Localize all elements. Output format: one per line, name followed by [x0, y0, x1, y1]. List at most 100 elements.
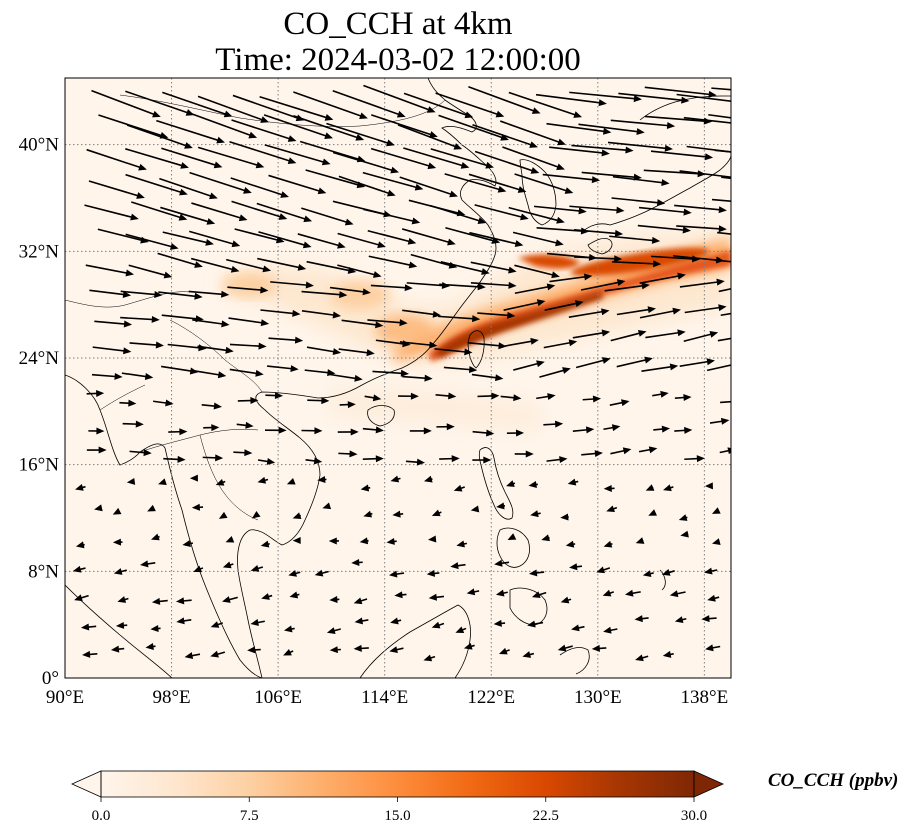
wind-arrow — [709, 417, 730, 425]
wind-arrow — [160, 365, 199, 375]
wind-arrow — [264, 144, 331, 166]
wind-arrow — [283, 648, 294, 656]
wind-arrow — [231, 119, 297, 142]
wind-arrow — [301, 207, 354, 226]
wind-arrow — [115, 621, 128, 629]
wind-arrow — [569, 563, 583, 571]
asia-mainland-coast — [65, 78, 497, 678]
wind-arrow — [403, 92, 474, 119]
wind-arrow — [496, 502, 506, 510]
wind-arrow — [522, 651, 535, 658]
wind-arrow — [531, 591, 547, 599]
wind-arrow — [145, 643, 156, 650]
japan-kyushu-honshu — [581, 155, 731, 255]
wind-arrow — [435, 392, 457, 400]
wind-arrow — [539, 367, 571, 378]
wind-arrow — [543, 339, 578, 349]
wind-arrow — [596, 566, 611, 574]
wind-arrow — [560, 513, 569, 521]
wind-arrow — [230, 177, 289, 198]
wind-arrow — [270, 281, 314, 289]
wind-arrow — [616, 306, 656, 316]
wind-arrow — [203, 424, 220, 432]
wind-arrow — [402, 374, 433, 382]
wind-arrow — [367, 229, 417, 245]
borneo-coast — [359, 604, 471, 678]
wind-arrow — [405, 458, 426, 466]
wind-arrow — [110, 645, 125, 653]
wind-arrow — [676, 93, 731, 102]
wind-arrow — [679, 358, 715, 367]
wind-arrow — [676, 225, 727, 233]
colorbar-tick-label: 0.0 — [92, 808, 111, 824]
wind-arrow — [514, 283, 556, 295]
wind-arrow — [567, 478, 579, 486]
wind-arrow — [575, 357, 611, 369]
wind-arrow — [197, 95, 269, 123]
wind-arrow — [231, 200, 288, 220]
wind-arrow — [706, 364, 731, 372]
latitude-tick-labels: 0° 8°N 16°N 24°N 32°N 40°N — [19, 135, 60, 689]
wind-arrow — [426, 569, 440, 577]
wind-arrow — [140, 560, 156, 568]
wind-arrow — [439, 283, 486, 291]
wind-arrow — [455, 626, 467, 634]
colorbar-gradient — [101, 771, 694, 797]
wind-arrow — [175, 597, 192, 605]
map-content — [65, 78, 731, 678]
hainan-coast — [367, 405, 395, 427]
wind-arrow — [721, 176, 731, 180]
wind-arrow — [678, 514, 688, 521]
lon-tick-label: 90°E — [46, 687, 84, 708]
wind-arrow — [502, 337, 539, 348]
wind-arrow — [719, 447, 731, 455]
wind-arrow — [265, 392, 284, 400]
wind-arrow — [536, 393, 556, 400]
wind-arrow — [86, 148, 147, 171]
wind-arrow — [507, 533, 517, 540]
wind-arrow — [306, 346, 342, 356]
wind-arrow — [612, 175, 670, 187]
wind-arrow — [472, 429, 495, 437]
colorbar: 0.0 7.5 15.0 22.5 30.0 — [71, 770, 724, 824]
wind-arrow — [603, 424, 621, 432]
wind-arrow — [470, 505, 480, 513]
wind-arrow — [641, 363, 679, 373]
wind-arrow — [474, 204, 529, 221]
wind-arrow — [557, 644, 573, 652]
wind-arrow — [88, 427, 105, 435]
wind-arrow — [222, 561, 234, 569]
wind-arrow — [360, 484, 371, 492]
colorbar-label: CO_CCH (ppbv) — [768, 770, 899, 791]
wind-arrow — [506, 429, 525, 437]
colorbar-tick-label: 30.0 — [681, 808, 707, 824]
wind-arrow — [215, 478, 226, 486]
wind-arrow — [292, 537, 301, 545]
wind-arrow — [85, 264, 135, 277]
wind-arrow — [662, 650, 674, 658]
wind-arrow — [468, 85, 541, 114]
wind-arrow — [683, 331, 719, 343]
wind-arrow — [610, 330, 647, 342]
wind-arrow — [80, 623, 97, 631]
wind-arrow — [513, 360, 545, 371]
wind-arrow — [326, 627, 341, 635]
wind-arrow — [680, 530, 689, 538]
wind-arrow — [512, 231, 564, 247]
longitude-tick-labels: 90°E 98°E 106°E 114°E 122°E 130°E 138°E — [46, 687, 728, 708]
wind-arrow — [468, 342, 507, 350]
wind-arrow — [160, 206, 216, 225]
wind-arrow — [500, 394, 522, 402]
wind-arrow — [176, 617, 192, 625]
wind-arrow — [267, 365, 299, 373]
wind-arrow — [75, 541, 85, 549]
wind-arrow — [112, 538, 123, 546]
wind-arrow — [580, 279, 626, 291]
wind-arrow — [193, 565, 204, 573]
wind-arrow — [184, 652, 201, 660]
wind-arrow — [704, 482, 713, 490]
wind-arrow — [401, 228, 456, 246]
lon-tick-label: 114°E — [361, 687, 408, 708]
colorbar-tick-label: 15.0 — [384, 808, 410, 824]
wind-arrow — [293, 91, 368, 120]
